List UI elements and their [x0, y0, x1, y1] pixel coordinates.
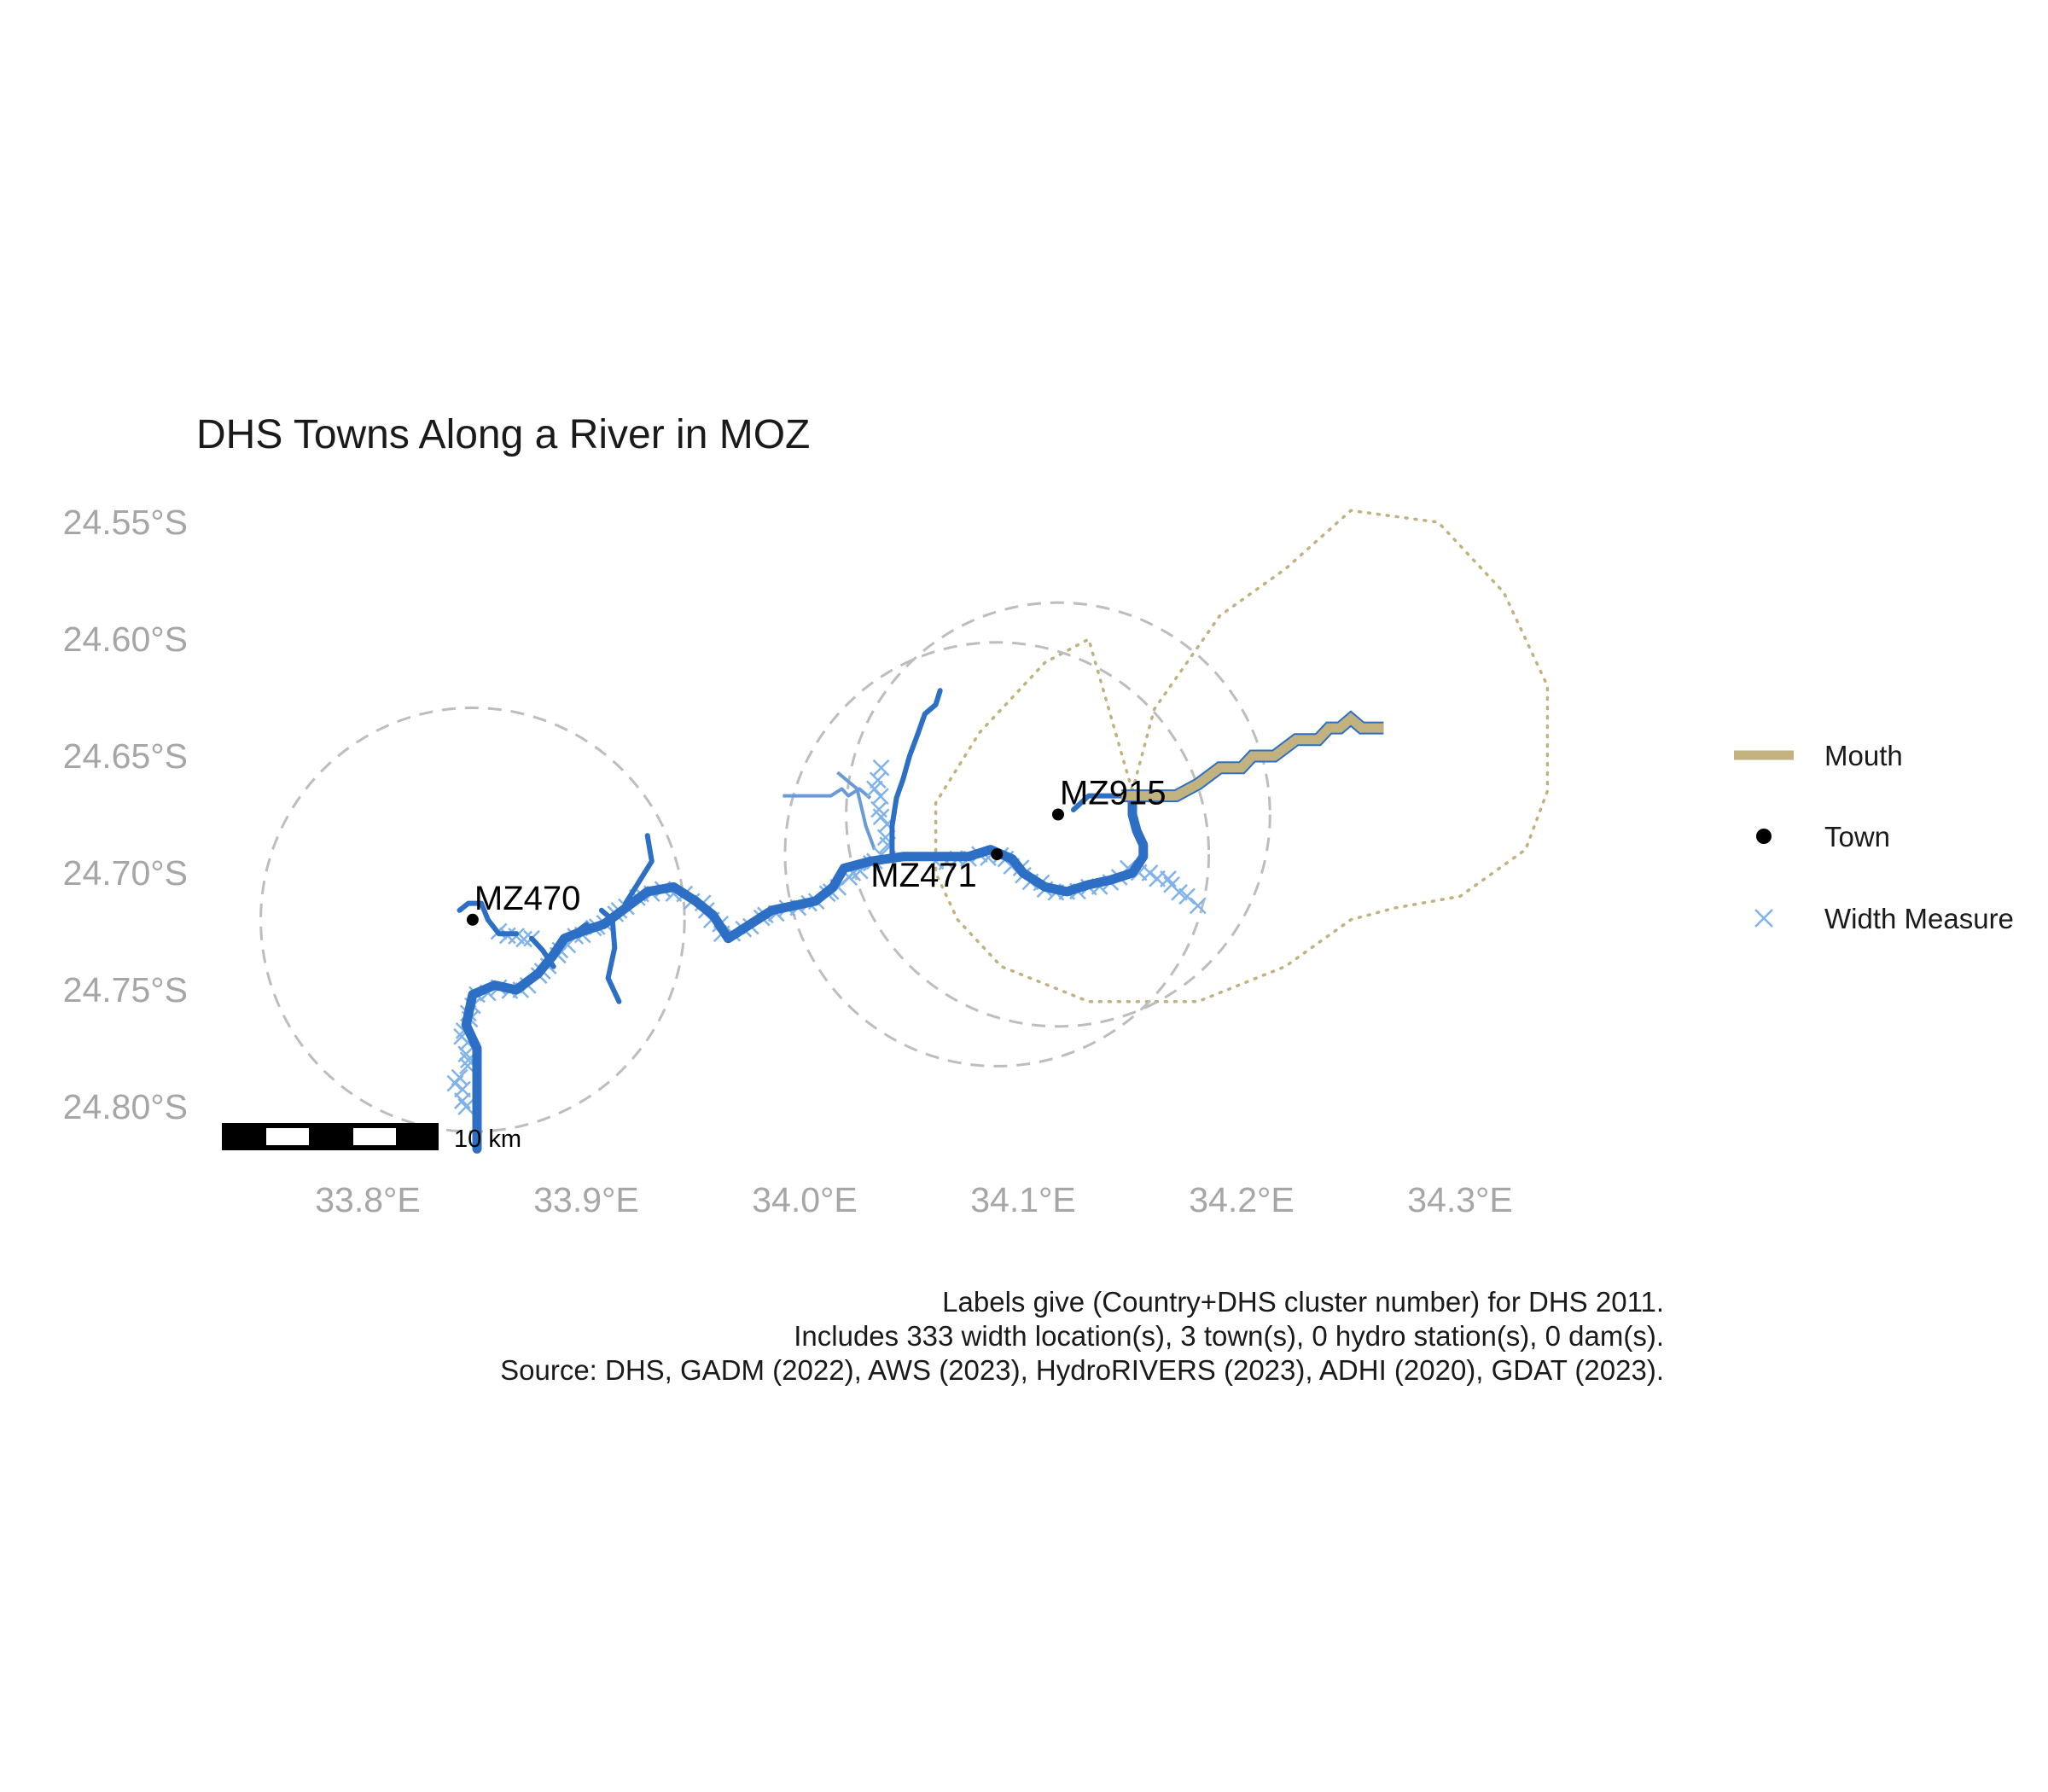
legend-mouth-label: Mouth	[1824, 740, 1903, 771]
x-axis: 33.8°E 33.9°E 34.0°E 34.1°E 34.2°E 34.3°E	[315, 1180, 1513, 1219]
y-tick-label: 24.65°S	[63, 736, 188, 776]
town-label: MZ470	[474, 880, 581, 917]
mouth-buffer-outline	[934, 509, 1550, 1004]
river-branch-line	[889, 688, 943, 862]
towns-layer: MZ470 MZ471 MZ915	[466, 775, 1167, 926]
caption: Labels give (Country+DHS cluster number)…	[500, 1286, 1664, 1386]
river-branch-line	[568, 922, 589, 939]
caption-line: Source: DHS, GADM (2022), AWS (2023), Hy…	[500, 1354, 1664, 1386]
scale-bar: 10 km	[222, 1123, 521, 1153]
legend-width-measure-label: Width Measure	[1824, 903, 2014, 934]
town-point	[466, 913, 479, 926]
thin-rivers-layer	[783, 771, 876, 851]
river-branch-line	[598, 907, 622, 1004]
town-buffers-layer	[259, 601, 1271, 1133]
river-branch-line	[623, 833, 655, 906]
main-river-line	[461, 793, 1149, 1154]
town-label: MZ471	[870, 857, 977, 894]
width-measure-marker	[866, 780, 883, 798]
mouth-line-layer	[1121, 710, 1384, 803]
width-measure-marker	[1178, 887, 1196, 905]
x-tick-label: 34.1°E	[970, 1180, 1076, 1219]
width-measure-marker	[451, 1068, 468, 1086]
river-branch-line	[1070, 793, 1125, 812]
x-tick-label: 34.2°E	[1189, 1180, 1295, 1219]
mouth-line	[1121, 712, 1384, 801]
minor-river-line	[836, 771, 876, 851]
legend-town-swatch	[1756, 829, 1772, 844]
width-measure-marker	[871, 788, 889, 806]
town-label: MZ915	[1060, 775, 1167, 812]
scale-bar-segment	[266, 1128, 309, 1145]
x-tick-label: 33.9°E	[533, 1180, 639, 1219]
y-tick-label: 24.75°S	[63, 970, 188, 1009]
x-tick-label: 34.3°E	[1407, 1180, 1513, 1219]
width-measure-marker	[872, 759, 890, 777]
x-tick-label: 33.8°E	[315, 1180, 421, 1219]
width-measure-marker	[869, 771, 887, 789]
river-branch-line	[457, 900, 520, 937]
town-buffer-circle	[845, 601, 1271, 1028]
map-title: DHS Towns Along a River in MOZ	[196, 412, 810, 457]
y-tick-label: 24.60°S	[63, 620, 188, 659]
mouth-buffer-layer	[934, 509, 1550, 1004]
y-tick-label: 24.80°S	[63, 1087, 188, 1126]
town-buffer-circle	[783, 641, 1211, 1068]
legend: Mouth Town Width Measure	[1734, 740, 2014, 934]
caption-line: Labels give (Country+DHS cluster number)…	[942, 1286, 1664, 1318]
legend-width-measure-swatch	[1754, 909, 1773, 928]
x-tick-label: 34.0°E	[752, 1180, 858, 1219]
y-tick-label: 24.55°S	[63, 503, 188, 542]
town-point	[991, 848, 1004, 861]
river-network-layer	[457, 688, 1149, 1154]
scale-bar-segment	[353, 1128, 396, 1145]
town-point	[1051, 808, 1064, 821]
caption-line: Includes 333 width location(s), 3 town(s…	[794, 1320, 1664, 1352]
width-measure-marker	[1189, 897, 1207, 915]
y-tick-label: 24.70°S	[63, 853, 188, 893]
river-branch-line	[529, 935, 556, 969]
legend-town-label: Town	[1824, 821, 1890, 852]
minor-river-line	[783, 787, 872, 800]
scale-bar-frame	[222, 1123, 439, 1150]
y-axis: 24.55°S 24.60°S 24.65°S 24.70°S 24.75°S 24.80…	[63, 503, 188, 1126]
scale-bar-label: 10 km	[454, 1126, 521, 1153]
